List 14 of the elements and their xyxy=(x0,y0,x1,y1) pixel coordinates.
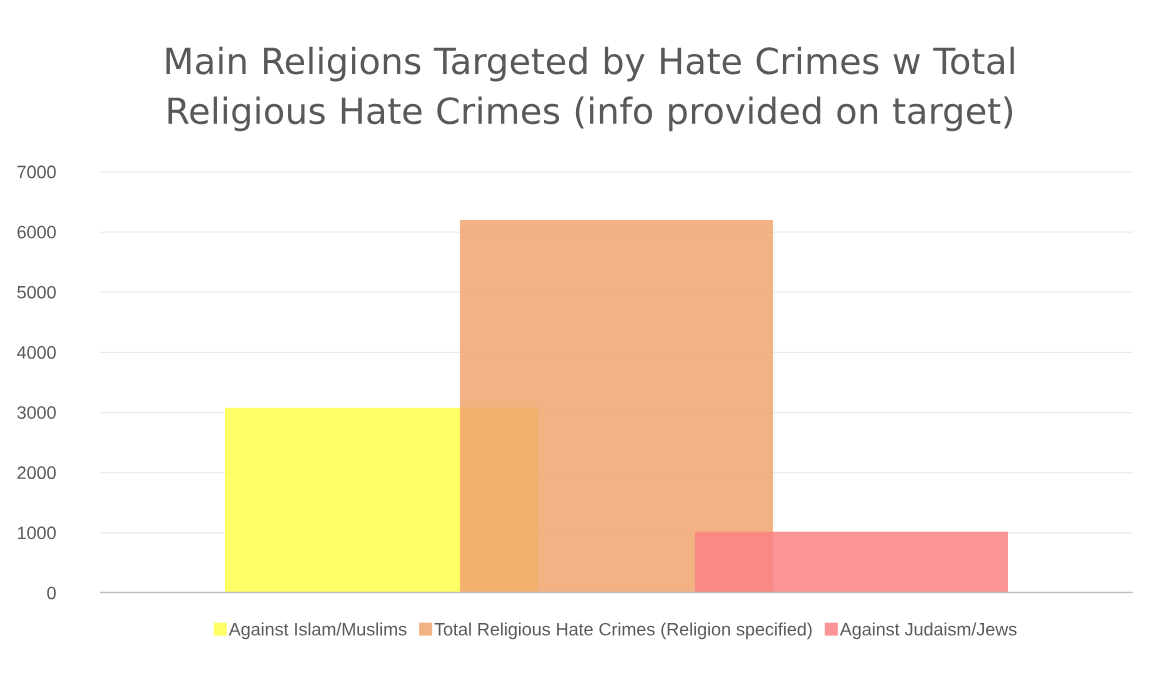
y-tick-label: 4000 xyxy=(17,346,56,359)
bar xyxy=(695,531,1008,593)
legend-label: Total Religious Hate Crimes (Religion specified) xyxy=(434,622,812,640)
legend-label: Against Judaism/Jews xyxy=(839,622,1017,640)
y-tick-label: 3000 xyxy=(17,406,56,419)
y-tick-label: 6000 xyxy=(17,225,56,239)
chart-title: Main Religions Targeted by Hate Crimes w Total Religious Hate Crimes (info provided on target) xyxy=(166,46,1014,132)
legend-label: Against Islam/Muslims xyxy=(228,622,407,640)
y-tick-label: 7000 xyxy=(17,165,56,179)
y-tick-label: 5000 xyxy=(17,285,56,299)
y-tick-label: 2000 xyxy=(17,466,56,480)
bar xyxy=(460,220,773,593)
y-tick-label: 0 xyxy=(47,586,56,600)
y-tick-label: 1000 xyxy=(17,526,56,540)
